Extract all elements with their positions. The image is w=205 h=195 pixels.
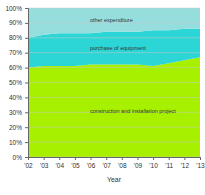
grid-line <box>28 142 200 143</box>
tick-mark <box>25 68 28 69</box>
tick-label: '08 <box>118 162 127 169</box>
series-label: other expenditure <box>90 17 133 23</box>
tick-label: '09 <box>134 162 143 169</box>
tick-label: 100% <box>5 5 22 12</box>
tick-mark <box>25 97 28 98</box>
grid-line <box>28 37 200 38</box>
tick: 20% <box>9 124 28 131</box>
tick: '13 <box>196 157 205 169</box>
tick-mark <box>28 157 29 160</box>
tick-mark <box>106 157 107 160</box>
tick-label: 70% <box>9 49 22 56</box>
tick-label: 0% <box>13 154 23 161</box>
tick-label: 40% <box>9 94 22 101</box>
tick: '12 <box>181 157 190 169</box>
grid-line <box>28 67 200 68</box>
tick-label: '03 <box>40 162 49 169</box>
tick-label: '04 <box>56 162 65 169</box>
tick: '10 <box>149 157 158 169</box>
grid-line <box>28 82 200 83</box>
tick-mark <box>25 112 28 113</box>
axis-line <box>29 158 201 161</box>
series-label: purchase of equipment <box>90 45 146 51</box>
tick-label: 10% <box>9 139 22 146</box>
x-axis: '02 '03 '04 '05 '06 '07 '08 '09 '10 '11 '12 '13 <box>24 157 205 169</box>
tick-label: 60% <box>9 64 22 71</box>
tick-label: '06 <box>87 162 96 169</box>
tick-label: '05 <box>71 162 80 169</box>
tick-label: 80% <box>9 34 22 41</box>
tick-mark <box>59 157 60 160</box>
tick: 30% <box>9 109 28 116</box>
y-axis: 0% 10% 20% 30% 40% 50% 60% 70% 80% 90% 100% <box>5 5 28 161</box>
tick-mark <box>75 157 76 160</box>
tick-label: 90% <box>9 19 22 26</box>
tick-label: '10 <box>149 162 158 169</box>
tick-mark <box>25 23 28 24</box>
axis-title: Year <box>107 176 122 183</box>
tick-mark <box>184 157 185 160</box>
tick: 70% <box>9 49 28 56</box>
tick-mark <box>25 157 28 158</box>
tick-label: '11 <box>165 162 173 169</box>
tick: 100% <box>5 5 28 12</box>
tick-mark <box>44 157 45 160</box>
grid-line <box>28 52 200 53</box>
tick-mark <box>25 53 28 54</box>
tick: 0% <box>13 154 28 161</box>
tick: '02 <box>24 157 33 169</box>
tick-mark <box>200 157 201 160</box>
tick-mark <box>169 157 170 160</box>
tick-label: 30% <box>9 109 22 116</box>
grid-line <box>28 97 200 98</box>
tick: 60% <box>9 64 28 71</box>
tick: '04 <box>56 157 65 169</box>
tick: 40% <box>9 94 28 101</box>
tick-mark <box>122 157 123 160</box>
plot-background <box>28 8 200 157</box>
tick: '08 <box>118 157 127 169</box>
tick: '06 <box>87 157 96 169</box>
tick-mark <box>25 127 28 128</box>
tick: 50% <box>9 79 28 86</box>
tick: '03 <box>40 157 49 169</box>
tick-mark <box>91 157 92 160</box>
areas <box>28 8 200 157</box>
tick-mark <box>25 8 28 9</box>
tick: 90% <box>9 19 28 26</box>
tick-label: 20% <box>9 124 22 131</box>
grid <box>28 8 200 157</box>
tick-mark <box>137 157 138 160</box>
tick: 80% <box>9 34 28 41</box>
tick: '09 <box>134 157 143 169</box>
tick-label: '02 <box>24 162 33 169</box>
tick-label: 50% <box>9 79 22 86</box>
tick-mark <box>153 157 154 160</box>
tick: '07 <box>102 157 111 169</box>
tick: '11 <box>165 157 173 169</box>
grid-line <box>28 127 200 128</box>
tick-label: '07 <box>102 162 111 169</box>
tick-label: '12 <box>181 162 190 169</box>
plot: 0%10%20%30%40%50%60%70%80%90%100%'02'03'… <box>5 5 205 169</box>
area <box>28 29 200 68</box>
tick-mark <box>25 142 28 143</box>
area <box>28 8 200 38</box>
axis-line <box>25 9 29 158</box>
grid-line <box>28 8 200 9</box>
area <box>28 57 200 157</box>
tick-mark <box>25 38 28 39</box>
tick: '05 <box>71 157 80 169</box>
tick-label: '13 <box>196 162 205 169</box>
series-label: construction and installation project <box>90 108 176 114</box>
chart: 0%10%20%30%40%50%60%70%80%90%100%'02'03'… <box>0 0 205 195</box>
tick-mark <box>25 83 28 84</box>
tick: 10% <box>9 139 28 146</box>
